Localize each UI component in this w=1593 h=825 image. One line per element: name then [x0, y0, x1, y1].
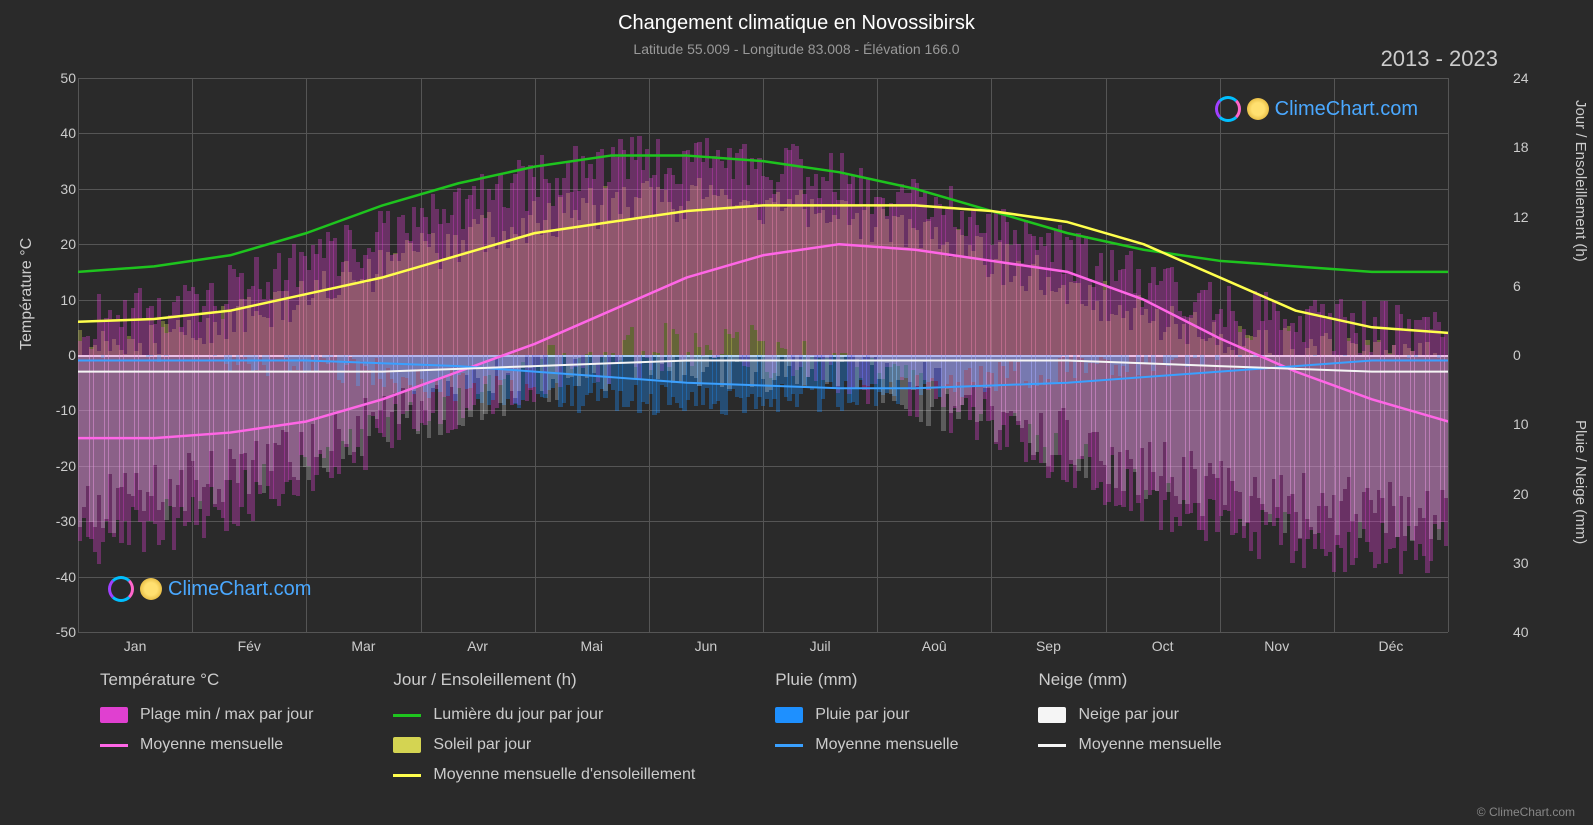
- legend-column: Neige (mm) Neige par jour Moyenne mensuell…: [1038, 670, 1221, 784]
- year-range: 2013 - 2023: [1381, 46, 1498, 72]
- y-right-tick: 10: [1513, 416, 1543, 432]
- x-month-tick: Jun: [695, 638, 718, 654]
- climechart-logo: ClimeChart.com: [108, 576, 311, 602]
- legend-label: Neige par jour: [1078, 706, 1179, 724]
- legend-swatch: [1038, 744, 1066, 747]
- legend-label: Moyenne mensuelle: [140, 736, 283, 754]
- legend-swatch: [100, 707, 128, 723]
- legend-label: Pluie par jour: [815, 706, 909, 724]
- legend-label: Moyenne mensuelle d'ensoleillement: [433, 766, 695, 784]
- y-left-tick: 20: [46, 236, 76, 252]
- legend-title: Jour / Ensoleillement (h): [393, 670, 695, 690]
- legend-swatch: [393, 737, 421, 753]
- legend-swatch: [100, 744, 128, 747]
- y-right-tick: 40: [1513, 624, 1543, 640]
- logo-sun-icon: [1247, 98, 1269, 120]
- legend-swatch: [393, 774, 421, 777]
- y-left-tick: 30: [46, 181, 76, 197]
- x-month-tick: Aoû: [922, 638, 947, 654]
- y-left-tick: 50: [46, 70, 76, 86]
- x-month-tick: Sep: [1036, 638, 1061, 654]
- legend-item: Moyenne mensuelle d'ensoleillement: [393, 766, 695, 784]
- y-left-tick: -20: [46, 458, 76, 474]
- y-axis-left-label: Température °C: [18, 238, 36, 350]
- legend-item: Moyenne mensuelle: [100, 736, 313, 754]
- legend-item: Soleil par jour: [393, 736, 695, 754]
- y-left-tick: 40: [46, 125, 76, 141]
- legend-label: Moyenne mensuelle: [815, 736, 958, 754]
- y-right-tick: 30: [1513, 555, 1543, 571]
- x-month-tick: Mar: [351, 638, 375, 654]
- legend-label: Moyenne mensuelle: [1078, 736, 1221, 754]
- logo-ring-icon: [1215, 96, 1241, 122]
- chart-plot-area: ClimeChart.com ClimeChart.com: [78, 78, 1448, 632]
- x-month-tick: Déc: [1378, 638, 1403, 654]
- legend-item: Lumière du jour par jour: [393, 706, 695, 724]
- legend-swatch: [775, 744, 803, 747]
- legend-swatch: [1038, 707, 1066, 723]
- legend-item: Moyenne mensuelle: [775, 736, 958, 754]
- logo-sun-icon: [140, 578, 162, 600]
- logo-text: ClimeChart.com: [168, 578, 311, 601]
- chart-title: Changement climatique en Novossibirsk: [0, 0, 1593, 35]
- logo-ring-icon: [108, 576, 134, 602]
- x-month-tick: Nov: [1264, 638, 1289, 654]
- legend-title: Pluie (mm): [775, 670, 958, 690]
- chart-legend: Température °C Plage min / max par jour Mo…: [100, 670, 1500, 784]
- y-axis-right-label-top: Jour / Ensoleillement (h): [1572, 100, 1589, 262]
- legend-label: Lumière du jour par jour: [433, 706, 603, 724]
- legend-label: Soleil par jour: [433, 736, 531, 754]
- x-month-tick: Avr: [467, 638, 488, 654]
- y-right-tick: 6: [1513, 278, 1543, 294]
- legend-swatch: [775, 707, 803, 723]
- y-right-tick: 18: [1513, 139, 1543, 155]
- legend-title: Neige (mm): [1038, 670, 1221, 690]
- y-left-tick: 10: [46, 292, 76, 308]
- legend-swatch: [393, 714, 421, 717]
- legend-column: Température °C Plage min / max par jour Mo…: [100, 670, 313, 784]
- legend-item: Plage min / max par jour: [100, 706, 313, 724]
- x-month-tick: Mai: [580, 638, 603, 654]
- y-left-tick: -30: [46, 513, 76, 529]
- x-month-tick: Fév: [238, 638, 261, 654]
- x-month-tick: Jan: [124, 638, 147, 654]
- y-right-tick: 20: [1513, 486, 1543, 502]
- y-left-tick: -40: [46, 569, 76, 585]
- legend-item: Moyenne mensuelle: [1038, 736, 1221, 754]
- climechart-logo: ClimeChart.com: [1215, 96, 1418, 122]
- legend-title: Température °C: [100, 670, 313, 690]
- chart-subtitle: Latitude 55.009 - Longitude 83.008 - Élé…: [0, 35, 1593, 57]
- x-month-tick: Juil: [810, 638, 831, 654]
- y-right-tick: 24: [1513, 70, 1543, 86]
- legend-item: Neige par jour: [1038, 706, 1221, 724]
- legend-column: Pluie (mm) Pluie par jour Moyenne mensuell…: [775, 670, 958, 784]
- copyright-text: © ClimeChart.com: [1477, 805, 1575, 819]
- y-axis-right-label-bottom: Pluie / Neige (mm): [1572, 420, 1589, 544]
- logo-text: ClimeChart.com: [1275, 98, 1418, 121]
- legend-column: Jour / Ensoleillement (h) Lumière du jour…: [393, 670, 695, 784]
- y-left-tick: -50: [46, 624, 76, 640]
- legend-label: Plage min / max par jour: [140, 706, 313, 724]
- y-left-tick: -10: [46, 402, 76, 418]
- x-month-tick: Oct: [1152, 638, 1174, 654]
- legend-item: Pluie par jour: [775, 706, 958, 724]
- y-right-tick: 0: [1513, 347, 1543, 363]
- y-left-tick: 0: [46, 347, 76, 363]
- y-right-tick: 12: [1513, 209, 1543, 225]
